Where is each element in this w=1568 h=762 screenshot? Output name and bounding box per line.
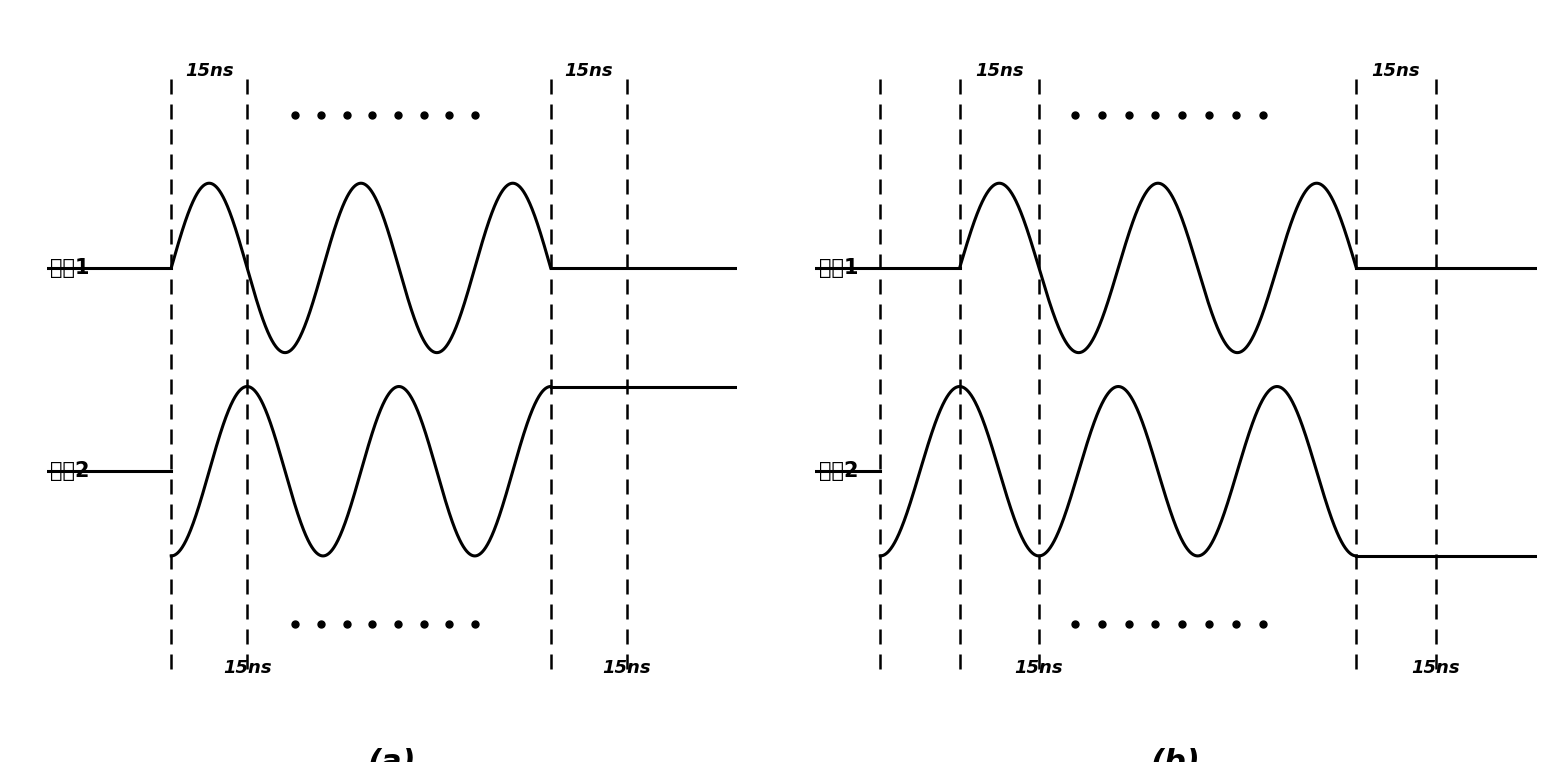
Text: 通道1: 通道1 (818, 258, 858, 278)
Text: 通道1: 通道1 (50, 258, 89, 278)
Text: 15ns: 15ns (564, 62, 613, 80)
Text: 15ns: 15ns (1411, 659, 1460, 677)
Text: 15ns: 15ns (1014, 659, 1063, 677)
Text: 15ns: 15ns (223, 659, 271, 677)
Text: 15ns: 15ns (602, 659, 651, 677)
Text: 通道2: 通道2 (818, 461, 858, 482)
Text: 15ns: 15ns (1372, 62, 1421, 80)
Text: (b): (b) (1151, 748, 1201, 762)
Text: 15ns: 15ns (185, 62, 234, 80)
Text: (a): (a) (367, 748, 417, 762)
Text: 通道2: 通道2 (50, 461, 89, 482)
Text: 15ns: 15ns (975, 62, 1024, 80)
